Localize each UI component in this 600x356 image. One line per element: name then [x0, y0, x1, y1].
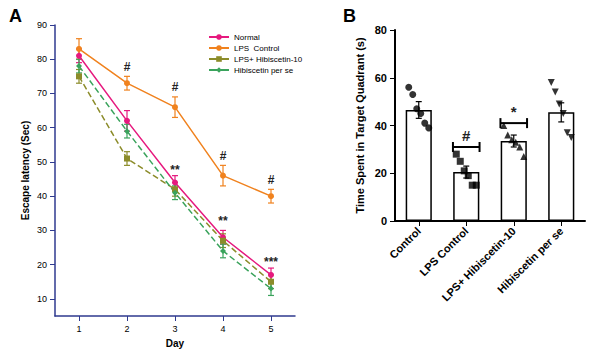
- svg-text:30: 30: [37, 225, 47, 235]
- svg-text:A: A: [9, 6, 22, 26]
- svg-text:40: 40: [375, 120, 387, 132]
- svg-text:Hibiscetin per se: Hibiscetin per se: [495, 225, 566, 296]
- svg-text:**: **: [170, 163, 180, 177]
- svg-text:LPS Control: LPS Control: [234, 44, 280, 53]
- svg-text:80: 80: [375, 24, 387, 36]
- svg-text:80: 80: [37, 54, 47, 64]
- svg-text:#: #: [462, 127, 471, 144]
- svg-text:1: 1: [76, 324, 81, 334]
- svg-text:20: 20: [37, 260, 47, 270]
- svg-text:LPS+ Hibiscetin-10: LPS+ Hibiscetin-10: [439, 224, 518, 304]
- svg-text:4: 4: [220, 324, 225, 334]
- svg-text:20: 20: [375, 167, 387, 179]
- svg-text:0: 0: [381, 215, 387, 227]
- svg-text:#: #: [172, 80, 179, 94]
- svg-text:#: #: [268, 173, 275, 187]
- svg-text:LPS Control: LPS Control: [417, 225, 470, 278]
- svg-text:40: 40: [37, 191, 47, 201]
- svg-text:50: 50: [37, 157, 47, 167]
- svg-text:#: #: [220, 149, 227, 163]
- svg-text:Escape latency (Sec): Escape latency (Sec): [20, 121, 31, 221]
- svg-text:#: #: [124, 60, 131, 74]
- svg-text:Normal: Normal: [234, 33, 260, 42]
- svg-text:Hibiscetin per se: Hibiscetin per se: [234, 66, 294, 75]
- svg-text:Time Spent in Target Quadrant: Time Spent in Target Quadrant (s): [354, 37, 366, 214]
- svg-text:*: *: [511, 103, 517, 120]
- svg-text:60: 60: [37, 123, 47, 133]
- svg-text:70: 70: [37, 88, 47, 98]
- svg-text:2: 2: [124, 324, 129, 334]
- svg-text:LPS+ Hibiscetin-10: LPS+ Hibiscetin-10: [234, 55, 303, 64]
- svg-text:**: **: [218, 214, 228, 228]
- svg-text:10: 10: [37, 294, 47, 304]
- svg-text:3: 3: [172, 324, 177, 334]
- svg-text:Control: Control: [387, 225, 423, 261]
- svg-text:5: 5: [268, 324, 273, 334]
- svg-text:60: 60: [375, 72, 387, 84]
- svg-text:***: ***: [264, 255, 278, 269]
- svg-text:90: 90: [37, 20, 47, 30]
- svg-text:Day: Day: [166, 338, 185, 349]
- svg-text:B: B: [343, 6, 356, 26]
